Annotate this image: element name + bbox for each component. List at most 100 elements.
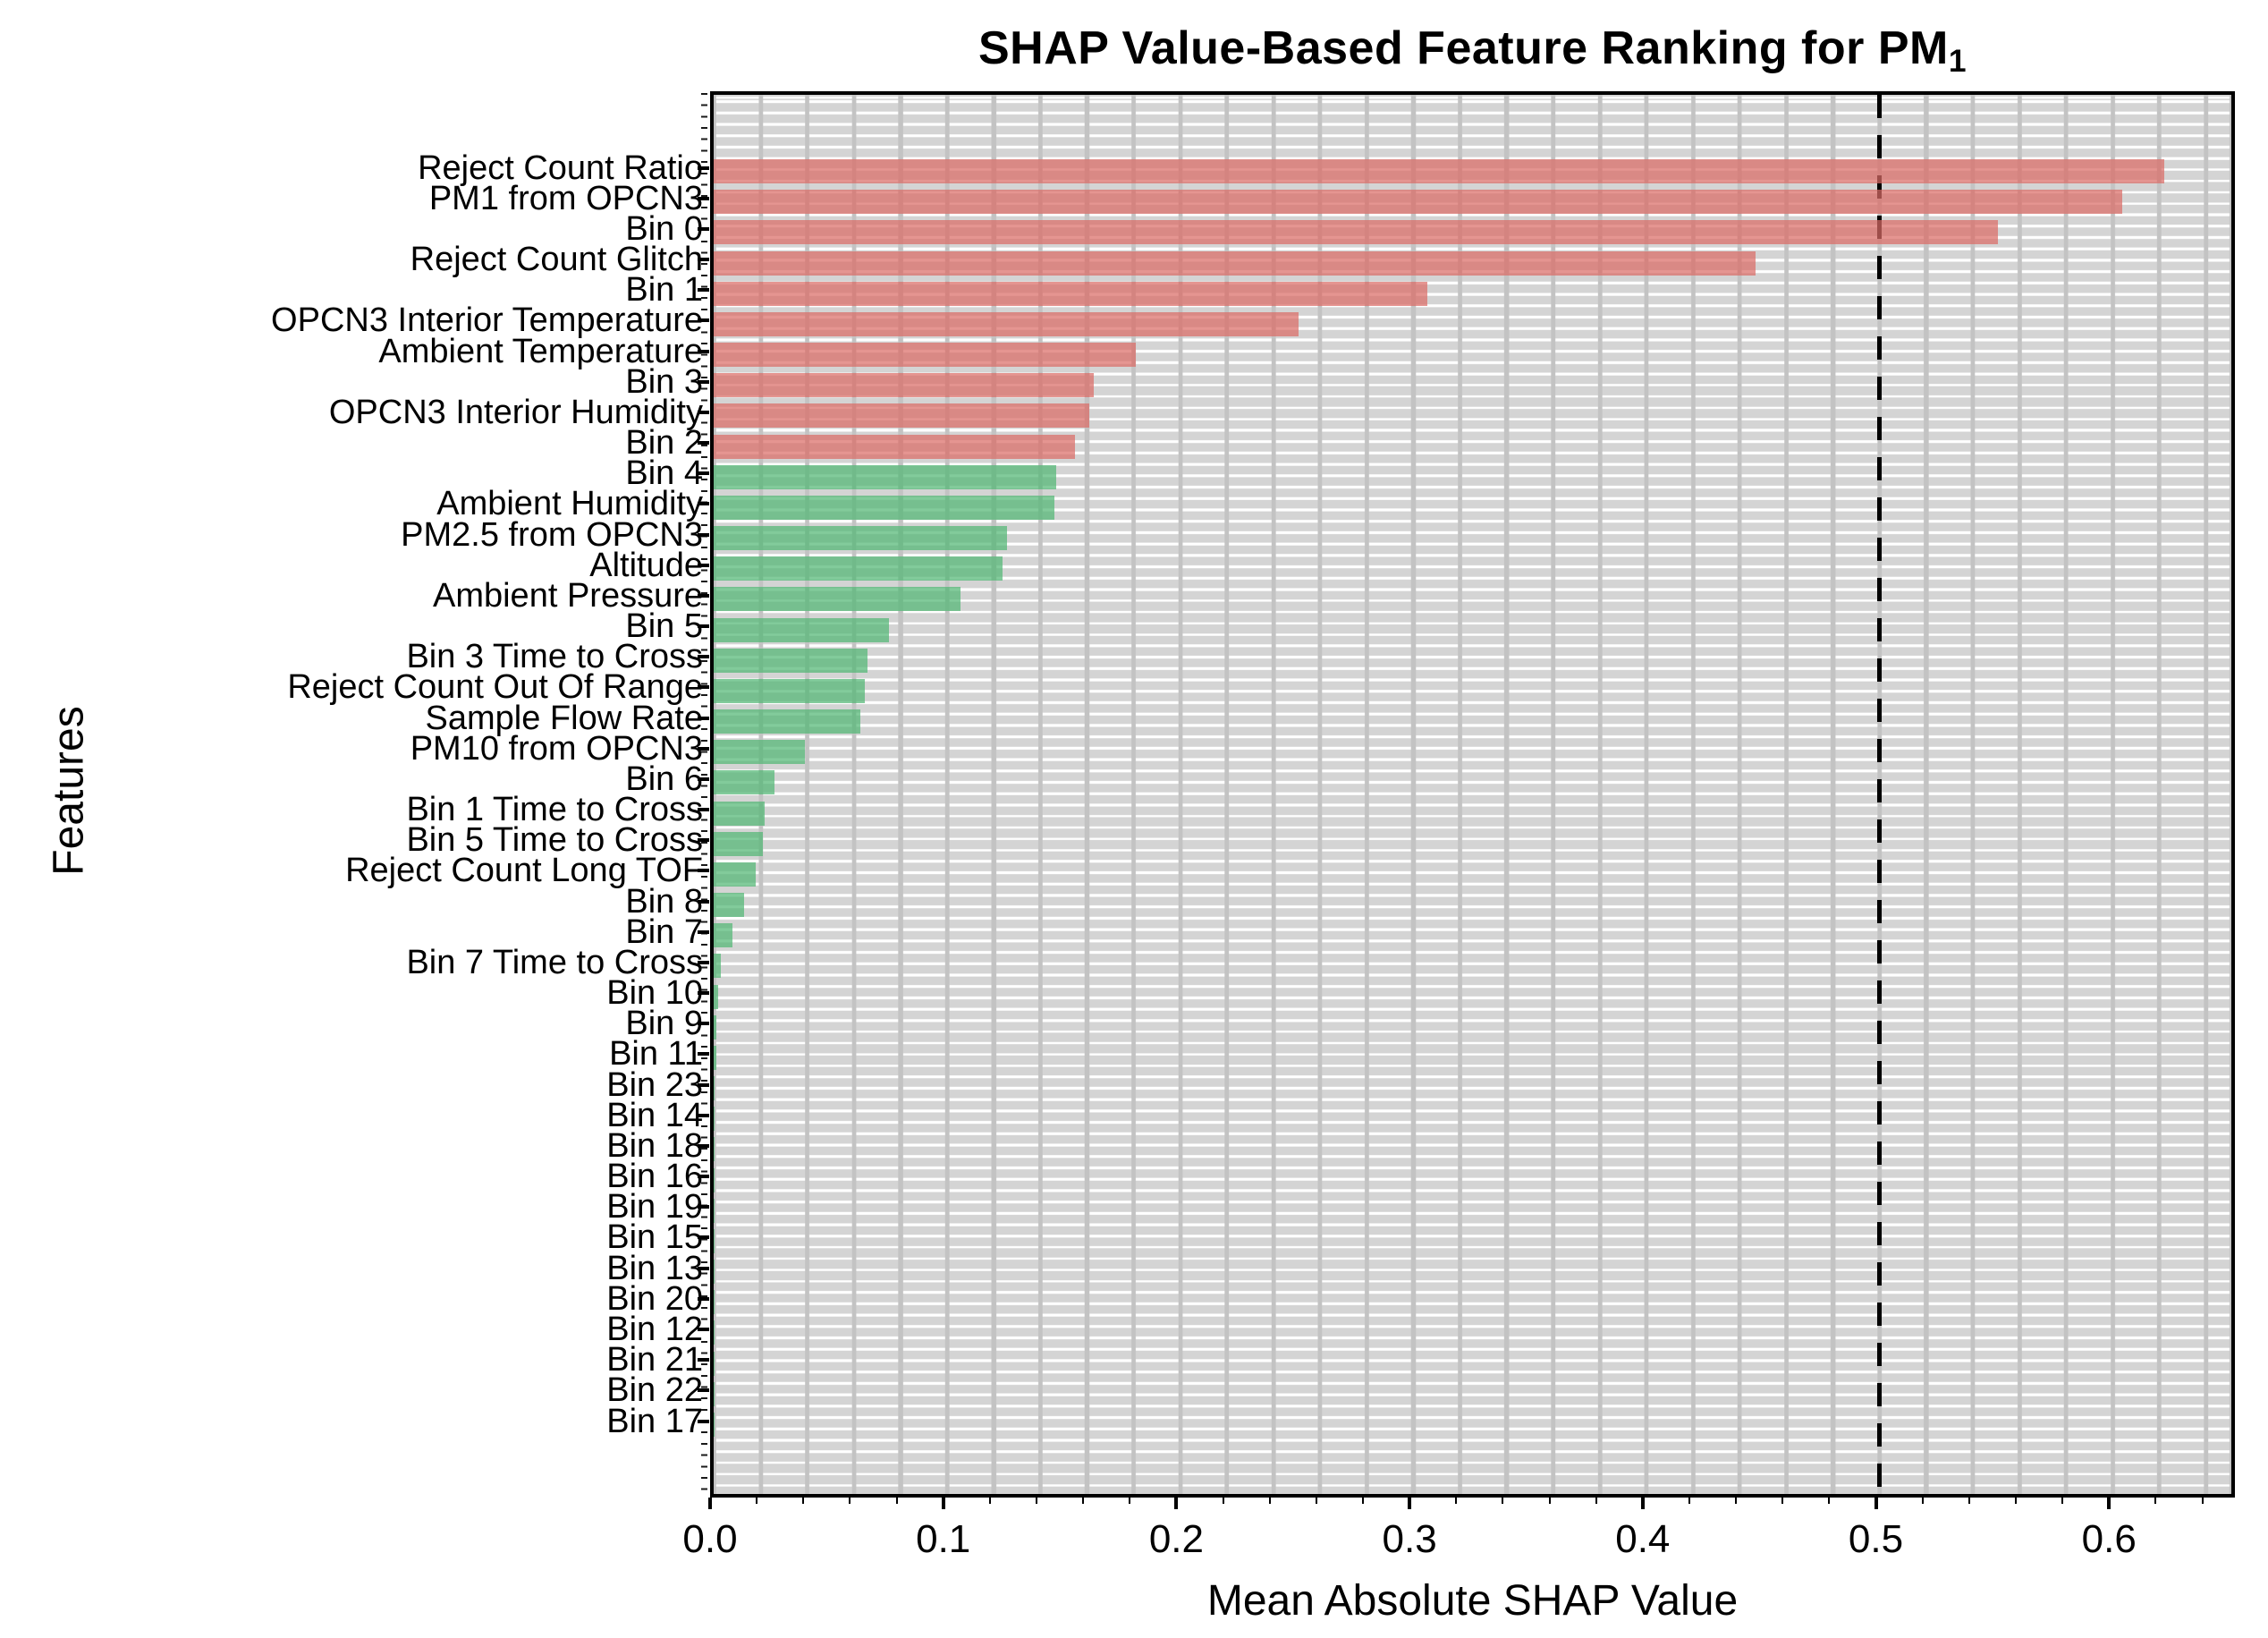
y-tick-label: Bin 23 — [606, 1065, 703, 1104]
y-major-tick — [698, 1052, 709, 1057]
y-tick-label: Bin 8 — [625, 882, 703, 921]
y-tick-label: Bin 16 — [606, 1158, 703, 1196]
y-major-tick — [698, 532, 709, 537]
bar-bin-11 — [714, 1045, 716, 1070]
bar-bin-19 — [714, 1198, 715, 1223]
y-major-tick — [698, 960, 709, 964]
bar-bin-15 — [714, 1228, 715, 1253]
y-major-tick — [698, 471, 709, 476]
y-major-tick — [698, 1113, 709, 1117]
x-major-tick — [708, 1498, 712, 1509]
plot-area — [710, 91, 2235, 1498]
chart-title-subscript: 1 — [1948, 43, 1967, 79]
y-tick-label: Sample Flow Rate — [425, 699, 703, 737]
y-major-tick — [698, 685, 709, 690]
y-major-tick — [698, 869, 709, 873]
x-minor-tick — [756, 1498, 758, 1504]
bar-bin-5-time-to-cross — [714, 831, 763, 856]
y-tick-label: Bin 11 — [609, 1035, 703, 1074]
y-major-tick — [698, 1358, 709, 1362]
bar-bin-13 — [714, 1260, 715, 1285]
y-tick-label: Reject Count Long TOF — [345, 852, 703, 890]
bar-reject-count-out-of-range — [714, 678, 866, 703]
y-major-tick — [698, 899, 709, 904]
x-tick-label: 0.3 — [1382, 1517, 1437, 1561]
y-major-tick — [698, 1022, 709, 1026]
y-major-tick — [698, 379, 709, 384]
x-minor-tick — [1921, 1498, 1924, 1504]
bar-bin-10 — [714, 984, 719, 1009]
y-tick-label: Ambient Pressure — [432, 576, 703, 615]
x-tick-label: 0.0 — [682, 1517, 738, 1561]
y-tick-label: Reject Count Glitch — [410, 241, 703, 278]
x-minor-tick — [2014, 1498, 2017, 1504]
bar-altitude — [714, 556, 1003, 581]
x-minor-tick — [1781, 1498, 1784, 1504]
bar-pm10-from-opcn3 — [714, 740, 805, 765]
y-tick-label: PM1 from OPCN3 — [428, 179, 703, 217]
y-major-tick — [698, 258, 709, 261]
y-tick-label: PM2.5 from OPCN3 — [401, 515, 703, 554]
y-minor-ticks — [701, 93, 707, 1496]
y-major-tick — [698, 929, 709, 934]
y-major-tick — [698, 1266, 709, 1270]
x-axis-title: Mean Absolute SHAP Value — [1206, 1577, 1739, 1625]
y-tick-label: Bin 22 — [606, 1371, 703, 1410]
bar-pm1-from-opcn3 — [714, 190, 2122, 215]
bar-bin-14 — [714, 1107, 715, 1132]
bar-bin-7-time-to-cross — [714, 954, 721, 979]
y-tick-label: Bin 0 — [625, 209, 703, 248]
y-tick-label: Bin 4 — [625, 454, 703, 493]
x-minor-tick — [1409, 1498, 1411, 1504]
x-minor-tick — [1455, 1498, 1458, 1504]
bar-ambient-pressure — [714, 587, 961, 612]
y-major-tick — [698, 165, 709, 170]
y-major-tick — [698, 838, 709, 843]
bar-opcn3-interior-temperature — [714, 311, 1299, 336]
bar-bin-1-time-to-cross — [714, 801, 766, 826]
y-tick-label: OPCN3 Interior Temperature — [271, 301, 703, 340]
bar-sample-flow-rate — [714, 709, 861, 734]
y-major-tick — [698, 991, 709, 996]
bar-bin-5 — [714, 617, 889, 642]
x-tick-label: 0.2 — [1148, 1517, 1204, 1561]
x-minor-tick — [2201, 1498, 2204, 1504]
y-tick-label: Bin 15 — [606, 1218, 703, 1257]
y-major-tick — [698, 410, 709, 414]
x-minor-tick — [1361, 1498, 1364, 1504]
y-tick-label: Bin 5 Time to Cross — [406, 821, 703, 860]
y-tick-label: Bin 1 — [625, 271, 703, 310]
y-major-tick — [698, 226, 709, 231]
y-tick-label: Bin 3 Time to Cross — [406, 638, 703, 676]
x-minor-tick — [1828, 1498, 1831, 1504]
y-major-tick — [698, 1082, 709, 1087]
chart-title-text: SHAP Value-Based Feature Ranking for PM — [978, 22, 1949, 74]
y-major-tick — [698, 716, 709, 720]
bar-bin-6 — [714, 770, 774, 795]
bar-bin-18 — [714, 1137, 715, 1162]
y-major-tick — [698, 1235, 709, 1240]
y-major-tick — [698, 563, 709, 567]
y-tick-label: Bin 18 — [606, 1126, 703, 1165]
y-tick-label: Bin 12 — [606, 1310, 703, 1348]
y-tick-label: Bin 20 — [606, 1279, 703, 1318]
y-tick-label: Reject Count Out Of Range — [287, 668, 703, 707]
x-tick-label: 0.6 — [2081, 1517, 2137, 1561]
y-major-tick — [698, 1175, 709, 1179]
y-tick-label: PM10 from OPCN3 — [410, 729, 703, 768]
bar-bin-4 — [714, 464, 1057, 489]
bar-ambient-humidity — [714, 495, 1054, 520]
y-major-tick — [698, 808, 709, 812]
x-minor-tick — [1082, 1498, 1085, 1504]
x-minor-tick — [1502, 1498, 1504, 1504]
threshold-line — [1877, 95, 1883, 1494]
x-minor-tick — [1035, 1498, 1037, 1504]
x-minor-tick — [1315, 1498, 1317, 1504]
bar-opcn3-interior-humidity — [714, 403, 1089, 429]
y-major-tick — [698, 196, 709, 200]
x-minor-tick — [2154, 1498, 2157, 1504]
x-minor-tick — [1175, 1498, 1178, 1504]
x-minor-tick — [1595, 1498, 1597, 1504]
y-tick-labels: Reject Count Ratio PM1 from OPCN3 Bin 0 Rej… — [0, 91, 703, 1498]
